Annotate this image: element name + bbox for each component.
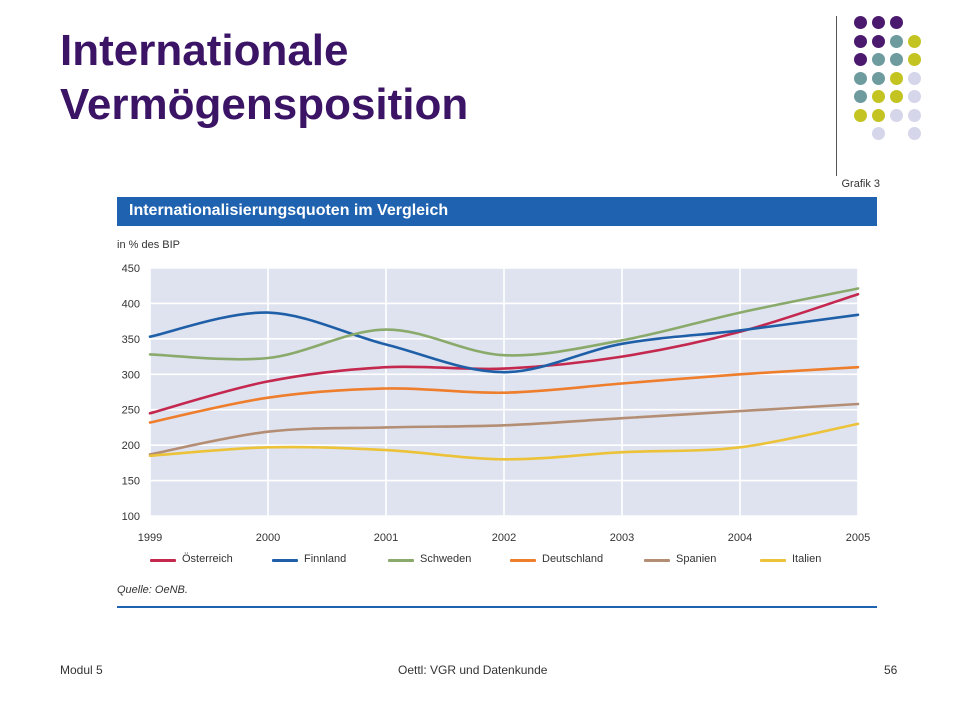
legend-label: Deutschland <box>542 553 604 565</box>
decorative-dot <box>854 53 867 66</box>
footer-course: Oettl: VGR und Datenkunde <box>398 663 548 677</box>
chart-title-bar: Internationalisierungsquoten im Vergleic… <box>117 197 877 226</box>
decorative-dot <box>872 90 885 103</box>
decorative-dot <box>890 53 903 66</box>
y-axis-label: in % des BIP <box>117 239 180 251</box>
decorative-dot <box>908 90 921 103</box>
decorative-dot <box>872 71 885 85</box>
x-tick-label: 2001 <box>374 532 398 544</box>
series-line-finnland <box>148 311 860 374</box>
y-tick-label: 450 <box>122 263 140 275</box>
grafik-label: Grafik 3 <box>841 178 880 190</box>
legend-label: Italien <box>792 553 822 565</box>
decorative-dot <box>890 34 903 48</box>
legend-swatch <box>150 559 176 562</box>
x-tick-label: 2003 <box>610 532 634 544</box>
y-tick-label: 100 <box>122 511 140 523</box>
decorative-dot <box>908 34 921 48</box>
y-tick-label: 250 <box>122 405 140 417</box>
legend-swatch <box>510 559 536 562</box>
chart-legend: Österreich Finnland Schweden Deutschland Spa… <box>150 552 870 568</box>
decorative-dot <box>872 16 885 29</box>
x-tick-label: 2005 <box>846 532 870 544</box>
decorative-dot <box>872 127 885 140</box>
legend-swatch <box>644 559 670 562</box>
footer-module: Modul 5 <box>60 663 103 677</box>
decorative-dot <box>854 34 867 48</box>
x-tick-label: 2002 <box>492 532 516 544</box>
legend-label: Österreich <box>182 553 233 565</box>
decorative-dot <box>854 90 867 103</box>
decorative-dot <box>890 108 903 122</box>
decorative-dot <box>908 108 921 122</box>
decorative-dot <box>890 90 903 103</box>
chart-source: Quelle: OeNB. <box>117 584 188 596</box>
x-tick-label: 1999 <box>138 532 162 544</box>
legend-swatch <box>760 559 786 562</box>
legend-label: Spanien <box>676 553 717 565</box>
legend-swatch <box>388 559 414 562</box>
footer-page-number: 56 <box>884 663 898 677</box>
legend-label: Finnland <box>304 553 347 565</box>
y-tick-label: 300 <box>122 369 140 381</box>
legend-label: Schweden <box>420 553 472 565</box>
y-tick-label: 400 <box>122 298 140 310</box>
decorative-dot <box>872 108 885 122</box>
y-tick-label: 150 <box>122 476 140 488</box>
y-tick-label: 200 <box>122 440 140 452</box>
series-line-österreich <box>148 292 860 415</box>
series-line-spanien <box>148 402 860 456</box>
series-line-deutschland <box>148 365 860 424</box>
decorative-dot <box>908 71 921 85</box>
decorative-dot <box>890 71 903 85</box>
series-line-italien <box>148 422 860 461</box>
decorative-dot <box>908 127 921 140</box>
x-tick-label: 2000 <box>256 532 280 544</box>
y-tick-label: 350 <box>122 334 140 346</box>
decorative-dot <box>854 16 867 29</box>
decorative-dot <box>908 53 921 66</box>
decorative-dot <box>872 34 885 48</box>
decorative-dot <box>890 16 903 29</box>
decorative-dot <box>854 108 867 122</box>
slide-title: Internationale Vermögensposition <box>60 24 760 132</box>
chart-bottom-rule <box>117 606 877 608</box>
legend-swatch <box>272 559 298 562</box>
decorative-dot <box>872 53 885 66</box>
slide-title-line-1: Internationale <box>60 26 349 75</box>
series-line-schweden <box>148 287 860 361</box>
x-tick-label: 2004 <box>728 532 752 544</box>
chart-title: Internationalisierungsquoten im Vergleic… <box>129 202 449 219</box>
slide-title-line-2: Vermögensposition <box>60 80 469 129</box>
title-divider <box>836 16 837 176</box>
decorative-dot <box>854 71 867 85</box>
decorative-dot-grid <box>840 10 940 160</box>
